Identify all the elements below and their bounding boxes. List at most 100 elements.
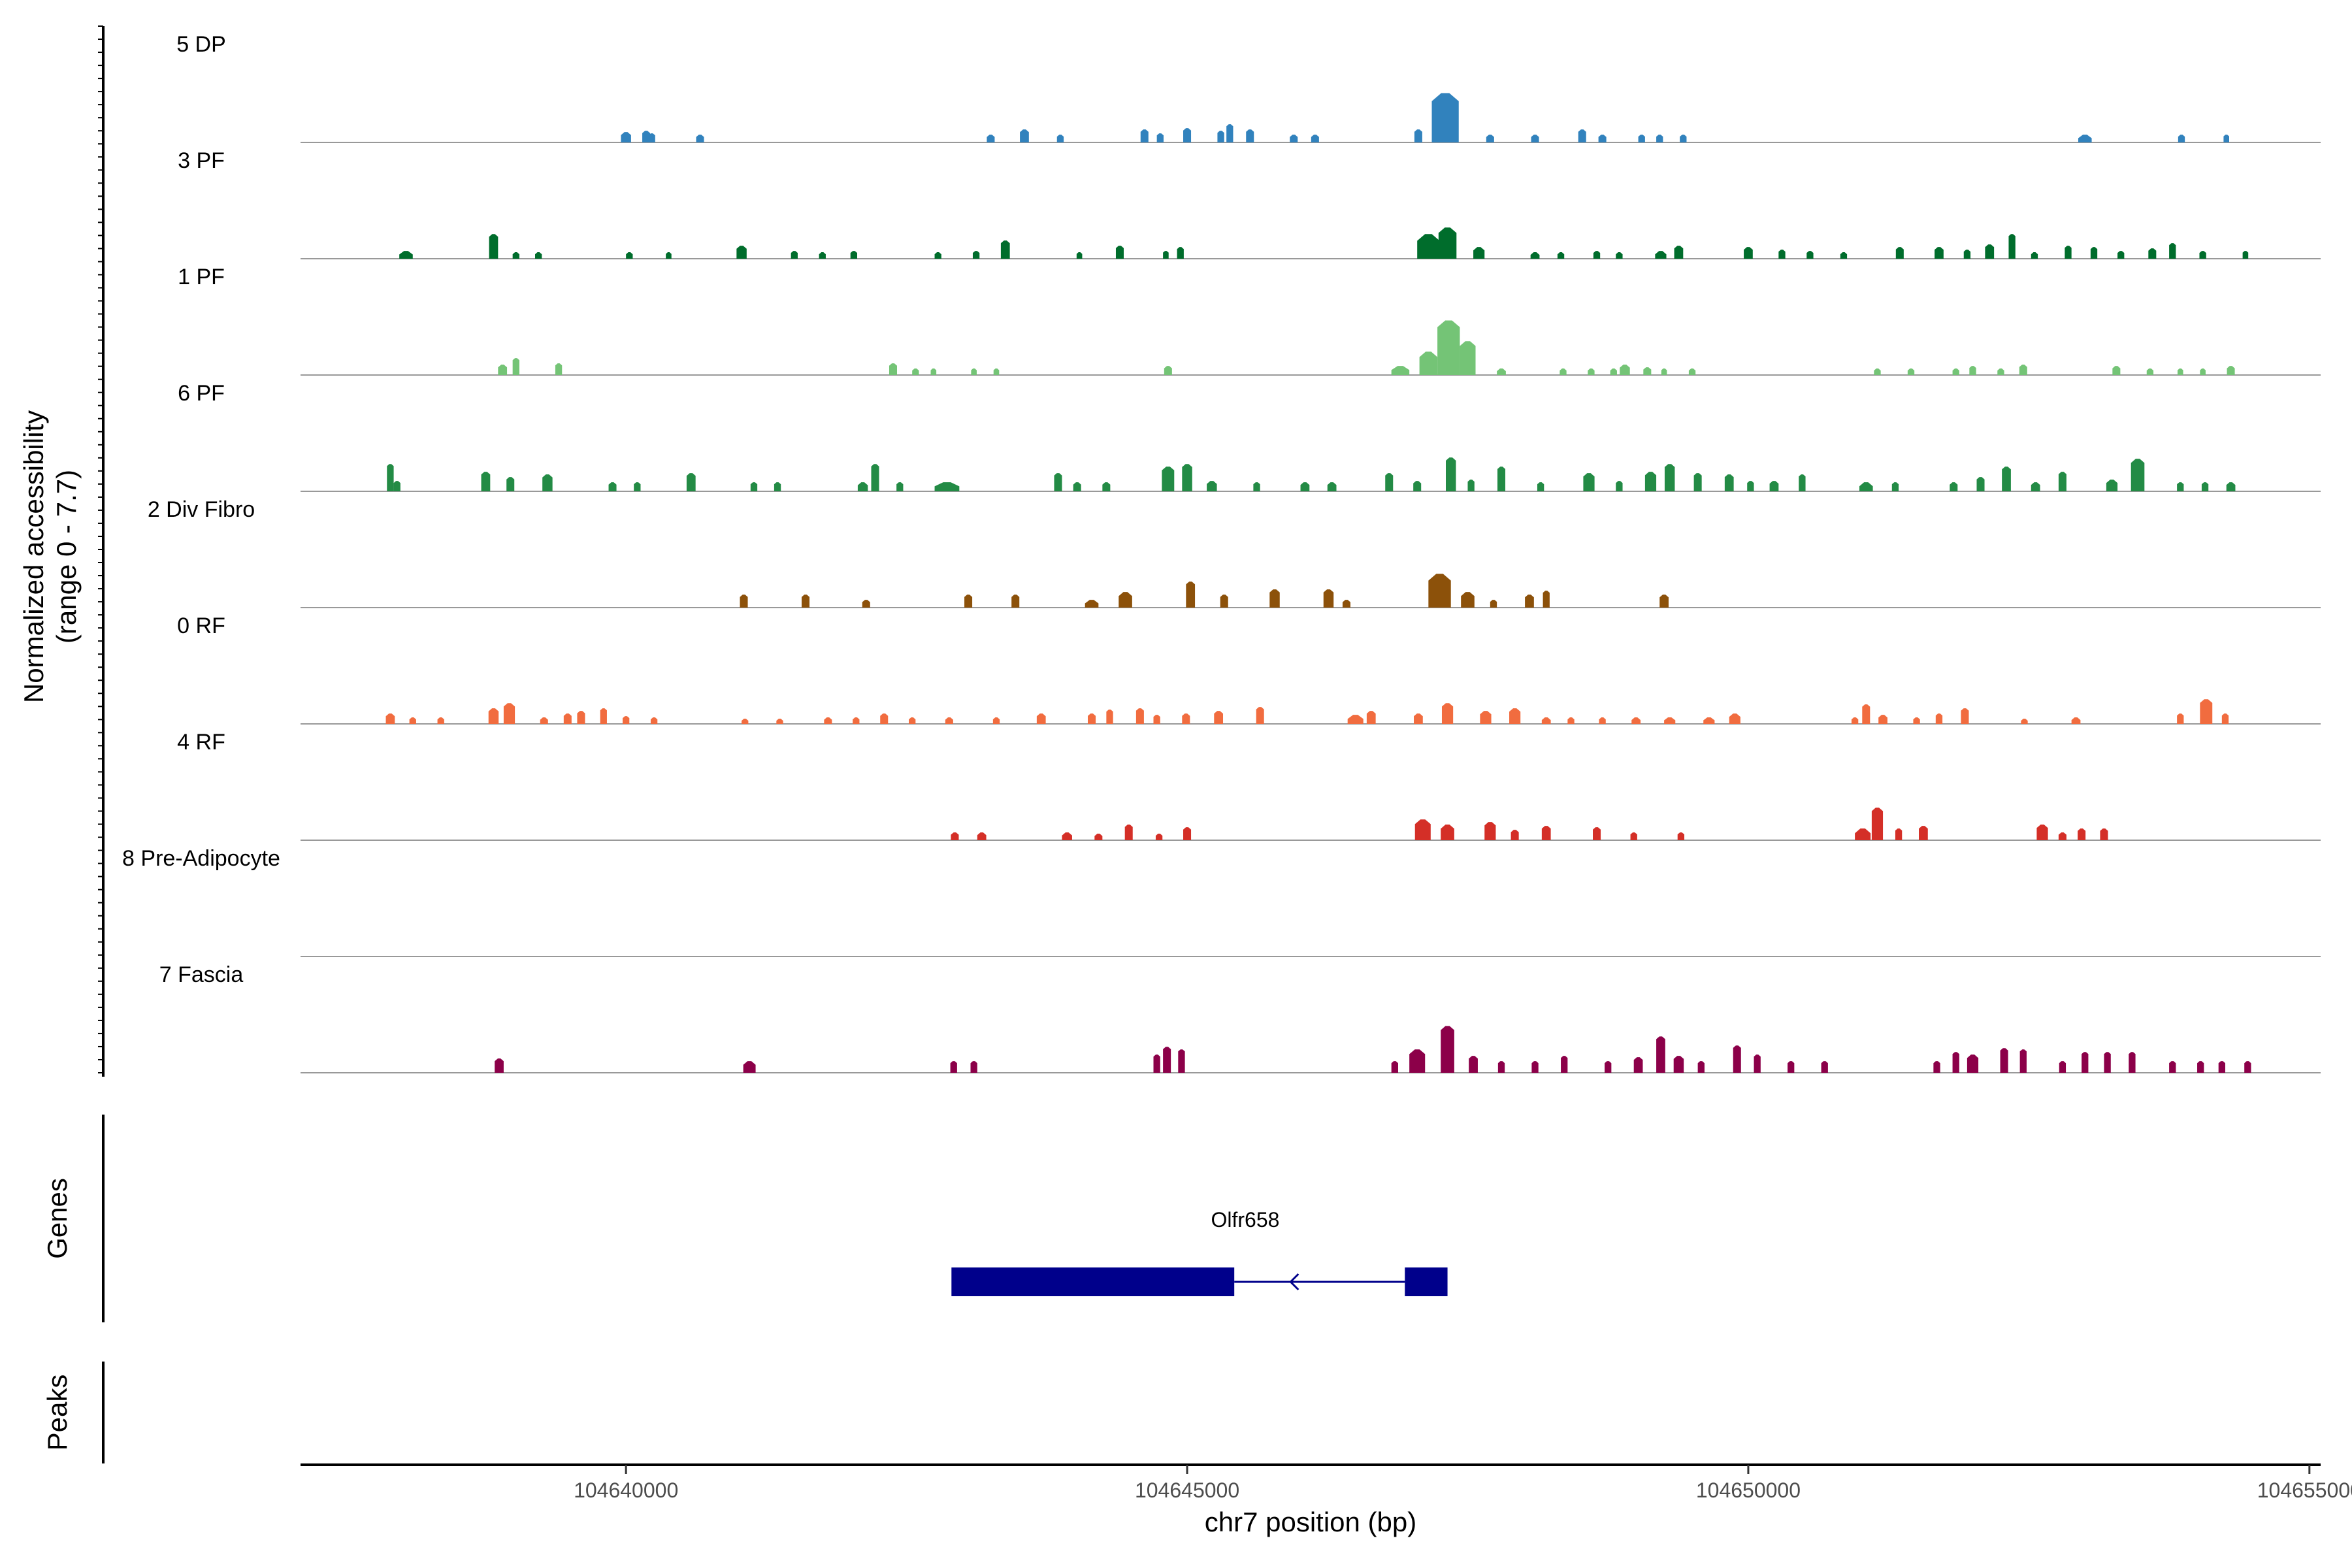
- track-label: 2 Div Fibro: [148, 497, 255, 522]
- track-label: 3 PF: [178, 148, 225, 173]
- accessibility-peak: [1644, 472, 1657, 491]
- accessibility-peak: [650, 717, 658, 724]
- accessibility-peak: [2218, 1061, 2225, 1073]
- accessibility-peak: [1511, 830, 1519, 840]
- track-7: 4 RF: [177, 730, 2321, 841]
- accessibility-peak: [2129, 1052, 2136, 1073]
- accessibility-peak: [2223, 135, 2230, 142]
- accessibility-peak: [1323, 589, 1334, 608]
- accessibility-peak: [1347, 715, 1364, 724]
- accessibility-peak: [791, 251, 798, 259]
- y-axis-title-line2: (range 0 - 7.7): [51, 470, 82, 644]
- accessibility-peak: [2031, 252, 2038, 259]
- accessibility-peak: [964, 595, 973, 608]
- accessibility-peak: [750, 482, 758, 491]
- accessibility-peak: [1874, 368, 1881, 375]
- accessibility-peak: [1851, 717, 1859, 724]
- accessibility-peak: [2008, 234, 2016, 259]
- accessibility-peak: [1441, 1026, 1454, 1073]
- accessibility-peak: [951, 832, 959, 840]
- accessibility-peak: [1409, 1049, 1426, 1073]
- accessibility-peak: [824, 717, 832, 724]
- accessibility-peak: [648, 133, 655, 142]
- accessibility-peak: [1054, 473, 1062, 491]
- accessibility-peak: [992, 717, 1000, 724]
- accessibility-peak: [1656, 135, 1663, 142]
- accessibility-peak: [950, 1061, 957, 1073]
- accessibility-peak: [1480, 711, 1492, 724]
- accessibility-peak: [1155, 834, 1163, 840]
- accessibility-peak: [488, 708, 499, 724]
- accessibility-peak: [1441, 825, 1454, 840]
- accessibility-peak: [498, 365, 508, 375]
- accessibility-peak: [801, 595, 810, 608]
- accessibility-peak: [1094, 834, 1103, 840]
- accessibility-peak: [1214, 711, 1224, 724]
- accessibility-peak: [1391, 1061, 1398, 1073]
- x-axis-title: chr7 position (bp): [1205, 1507, 1417, 1537]
- accessibility-peak: [1688, 368, 1696, 375]
- accessibility-peak: [1438, 227, 1457, 259]
- accessibility-peak: [1806, 251, 1814, 259]
- accessibility-peak: [1952, 1052, 1959, 1073]
- accessibility-peak: [387, 464, 394, 491]
- accessibility-peak: [623, 716, 630, 724]
- strand-arrow: [1289, 1273, 1299, 1291]
- accessibility-peak: [1246, 129, 1254, 142]
- accessibility-peak: [512, 252, 519, 259]
- accessibility-peak: [495, 1058, 504, 1073]
- accessibility-peak: [1616, 481, 1623, 491]
- accessibility-peak: [608, 482, 617, 491]
- accessibility-peak: [1840, 252, 1848, 259]
- accessibility-peak: [512, 358, 519, 375]
- accessibility-peak: [2242, 251, 2249, 259]
- accessibility-peak: [1605, 1061, 1612, 1073]
- accessibility-peak: [1020, 129, 1029, 142]
- accessibility-peak: [686, 473, 696, 491]
- accessibility-peak: [2058, 472, 2066, 491]
- accessibility-peak: [1011, 595, 1020, 608]
- accessibility-peak: [2201, 482, 2209, 491]
- accessibility-peak: [1677, 832, 1685, 840]
- x-axis: 104640000 104645000 104650000 104655000: [301, 1463, 2352, 1502]
- accessibility-peak: [1967, 1054, 1979, 1073]
- accessibility-peak: [1935, 247, 1944, 259]
- accessibility-peak: [1183, 128, 1192, 142]
- accessibility-peak: [1703, 717, 1715, 724]
- accessibility-peak: [2104, 1052, 2111, 1073]
- accessibility-peak: [1673, 1056, 1684, 1073]
- accessibility-peak: [862, 600, 870, 608]
- accessibility-peak: [1119, 592, 1132, 608]
- accessibility-peak: [1664, 464, 1675, 491]
- accessibility-peak: [1578, 129, 1586, 142]
- accessibility-peak: [1895, 247, 1904, 259]
- accessibility-peak: [1557, 252, 1565, 259]
- x-tick-label: 104645000: [1135, 1478, 1239, 1502]
- accessibility-peak: [1747, 481, 1754, 491]
- accessibility-peak: [1598, 135, 1607, 142]
- accessibility-peak: [503, 703, 515, 724]
- accessibility-peak: [437, 717, 444, 724]
- accessibility-peak: [1183, 827, 1192, 840]
- accessibility-peak: [1088, 713, 1096, 724]
- accessibility-peak: [1445, 457, 1456, 491]
- accessibility-peak: [1821, 1061, 1828, 1073]
- accessibility-peak: [1724, 474, 1734, 491]
- accessibility-peak: [1656, 1036, 1665, 1073]
- accessibility-peak: [1643, 367, 1652, 375]
- accessibility-peak: [1693, 473, 1702, 491]
- track-label: 6 PF: [178, 381, 225, 406]
- accessibility-peak: [1583, 473, 1595, 491]
- x-tick-label: 104640000: [574, 1478, 678, 1502]
- accessibility-peak: [600, 708, 607, 724]
- accessibility-peak: [1414, 129, 1422, 142]
- accessibility-peak: [489, 234, 498, 259]
- accessibility-peak: [930, 368, 937, 375]
- accessibility-peak: [896, 482, 904, 491]
- accessibility-peak: [481, 472, 491, 491]
- accessibility-peak: [1497, 466, 1506, 491]
- accessibility-peak: [1859, 482, 1873, 491]
- track-label: 4 RF: [177, 730, 225, 755]
- accessibility-peak: [1106, 710, 1113, 724]
- accessibility-peak: [1674, 246, 1684, 259]
